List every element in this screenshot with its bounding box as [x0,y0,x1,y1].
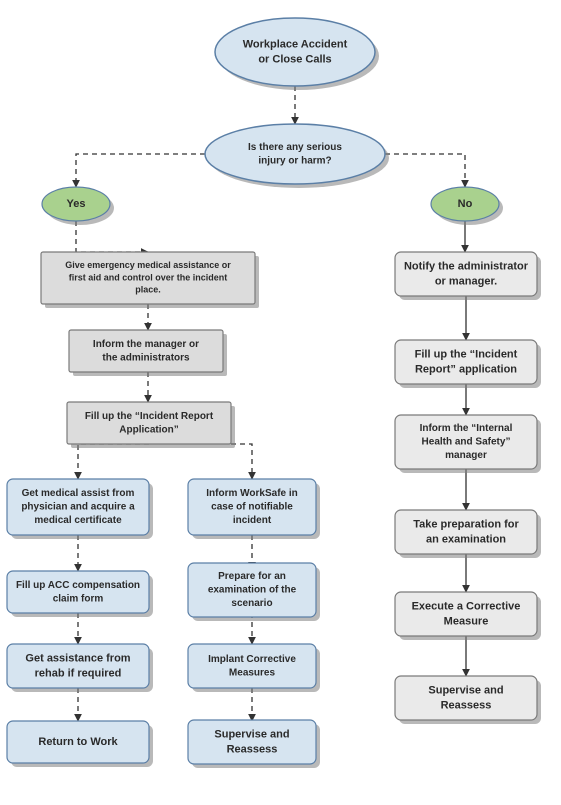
node-label-start-l0: Workplace Accident [243,38,348,50]
node-label-b2-l2: scenario [231,598,272,609]
node-label-n4-l1: an examination [426,533,506,545]
node-label-b1-l1: case of notifiable [211,502,293,513]
node-label-n6-l1: Reassess [441,699,492,711]
node-b4 [188,720,316,764]
node-label-y3-l1: Application” [119,424,178,435]
flowchart-container: Workplace Accident or Close Calls Is there… [0,0,561,805]
node-label-n2-l1: Report” application [415,363,517,375]
node-label-b4-l1: Reassess [227,743,278,755]
node-label-a1-l1: physician and acquire a [21,502,135,513]
node-label-y1-l2: place. [135,285,161,295]
node-label-a1-l2: medical certificate [34,515,122,526]
node-label-n6-l0: Supervise and [428,684,503,696]
node-label-start-l1: or Close Calls [258,53,331,65]
node-label-b2-l1: examination of the [208,585,297,596]
node-label-b1-l2: incident [233,515,272,526]
node-label-y2-l0: Inform the manager or [93,339,199,350]
node-a3 [7,644,149,688]
node-n2 [395,340,537,384]
node-n4 [395,510,537,554]
node-decision [205,124,385,184]
node-label-b4-l0: Supervise and [214,728,289,740]
node-label-decision-l0: Is there any serious [248,142,342,153]
node-label-a4-l0: Return to Work [38,736,118,748]
node-label-y1-l1: first aid and control over the incident [69,272,228,282]
node-label-n2-l0: Fill up the “Incident [415,348,518,360]
flowchart-svg: Workplace Accident or Close Calls Is there… [0,0,561,805]
node-label-n3-l0: Inform the “Internal [420,423,513,434]
node-label-n3-l1: Health and Safety” [422,437,511,448]
node-a2 [7,571,149,613]
node-label-a3-l1: rehab if required [35,667,122,679]
node-label-y3-l0: Fill up the “Incident Report [85,411,214,422]
node-label-n5-l0: Execute a Corrective [412,600,521,612]
node-y2 [69,330,223,372]
node-label-y2-l1: the administrators [102,352,190,363]
node-label-b3-l1: Measures [229,667,276,678]
node-n5 [395,592,537,636]
node-label-a2-l0: Fill up ACC compensation [16,580,140,591]
node-y3 [67,402,231,444]
node-label-y1-l0: Give emergency medical assistance or [65,260,231,270]
node-start [215,18,375,86]
node-label-n5-l1: Measure [444,615,489,627]
node-label-n4-l0: Take preparation for [413,518,519,530]
node-label-a2-l1: claim form [53,593,104,604]
node-label-b2-l0: Prepare for an [218,571,286,582]
node-label-b1-l0: Inform WorkSafe in [206,488,298,499]
node-label-decision-l1: injury or harm? [258,155,331,166]
node-label-b3-l0: Implant Corrective [208,654,296,665]
node-label-a3-l0: Get assistance from [25,652,130,664]
node-b3 [188,644,316,688]
node-label-no-l0: No [458,198,473,210]
node-label-a1-l0: Get medical assist from [22,488,135,499]
node-n6 [395,676,537,720]
node-label-n1-l1: or manager. [435,275,497,287]
node-label-yes-l0: Yes [67,198,86,210]
node-label-n3-l2: manager [445,450,487,461]
node-n1 [395,252,537,296]
node-label-n1-l0: Notify the administrator [404,260,529,272]
